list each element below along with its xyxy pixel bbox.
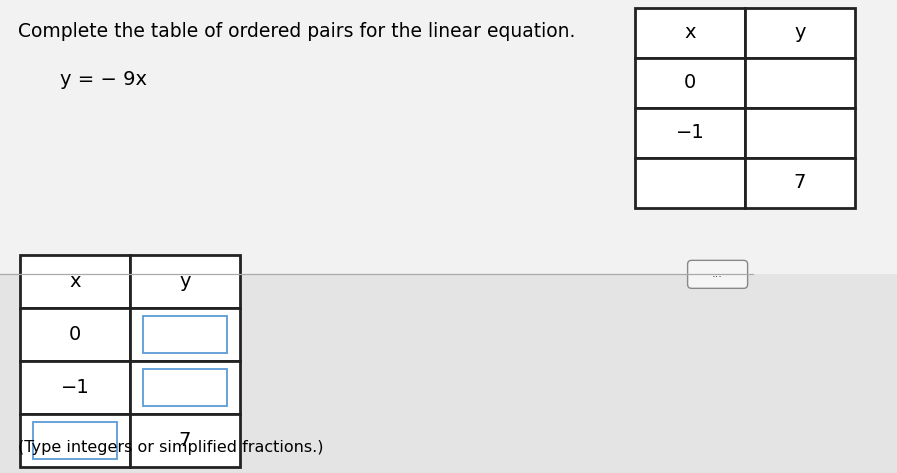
Bar bbox=[635, 58, 745, 108]
Bar bbox=[130, 255, 240, 308]
Text: x: x bbox=[69, 272, 81, 291]
Text: ...: ... bbox=[712, 269, 723, 280]
Bar bbox=[20, 361, 130, 414]
Bar bbox=[33, 422, 117, 459]
Text: (Type integers or simplified fractions.): (Type integers or simplified fractions.) bbox=[18, 440, 324, 455]
Bar bbox=[144, 316, 227, 353]
Text: Complete the table of ordered pairs for the linear equation.: Complete the table of ordered pairs for … bbox=[18, 22, 575, 41]
Text: x: x bbox=[684, 24, 696, 43]
Bar bbox=[130, 308, 240, 361]
Bar bbox=[130, 414, 240, 467]
Bar bbox=[130, 361, 240, 414]
Bar bbox=[745, 58, 855, 108]
Bar bbox=[635, 8, 745, 58]
Bar bbox=[745, 108, 855, 158]
Text: −1: −1 bbox=[675, 123, 704, 142]
Bar bbox=[144, 369, 227, 406]
Bar bbox=[745, 8, 855, 58]
Text: y: y bbox=[179, 272, 191, 291]
Text: y = − 9x: y = − 9x bbox=[60, 70, 147, 89]
Text: 7: 7 bbox=[179, 431, 191, 450]
FancyBboxPatch shape bbox=[688, 260, 747, 289]
Text: 0: 0 bbox=[69, 325, 81, 344]
Bar bbox=[20, 308, 130, 361]
Bar bbox=[635, 158, 745, 208]
Bar bbox=[0, 0, 897, 274]
Text: y: y bbox=[794, 24, 806, 43]
Text: 7: 7 bbox=[794, 174, 806, 193]
Bar bbox=[0, 274, 897, 473]
Bar bbox=[20, 414, 130, 467]
Bar bbox=[20, 255, 130, 308]
Text: −1: −1 bbox=[61, 378, 90, 397]
Bar bbox=[745, 158, 855, 208]
Bar bbox=[635, 108, 745, 158]
Text: 0: 0 bbox=[684, 73, 696, 93]
